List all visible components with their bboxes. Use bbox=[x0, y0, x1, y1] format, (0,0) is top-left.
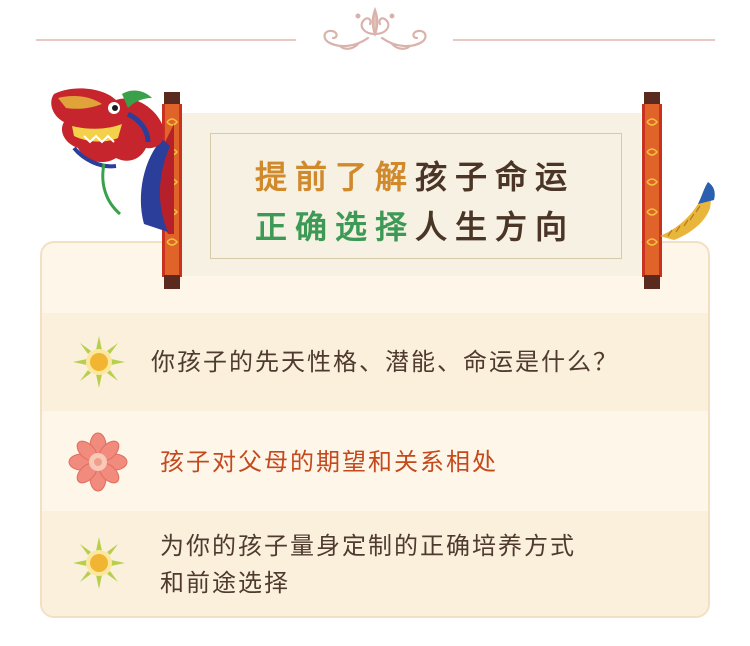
banner-line-1-rest: 孩子命运 bbox=[415, 158, 576, 196]
banner-line-1: 提前了解孩子命运 bbox=[250, 152, 580, 198]
sun-flower-icon bbox=[73, 336, 125, 388]
sun-flower-icon bbox=[73, 537, 125, 589]
banner-line-2-highlight: 正确选择 bbox=[254, 208, 415, 246]
flourish-ornament-icon bbox=[323, 6, 427, 50]
dragon-tail-icon bbox=[660, 182, 715, 240]
item-text-line1: 为你的孩子量身定制的正确培养方式 bbox=[160, 532, 576, 560]
banner-line-2-rest: 人生方向 bbox=[415, 208, 576, 246]
banner-line-2: 正确选择人生方向 bbox=[250, 202, 580, 248]
scroll-rod-right bbox=[642, 92, 662, 289]
item-text-line2: 和前途选择 bbox=[160, 569, 290, 597]
list-item-parents: 孩子对父母的期望和关系相处 bbox=[42, 413, 708, 509]
list-item-personality: 你孩子的先天性格、潜能、命运是什么？ bbox=[42, 313, 708, 411]
list-item-future: 为你的孩子量身定制的正确培养方式 和前途选择 bbox=[42, 511, 708, 616]
top-divider-left bbox=[36, 39, 296, 41]
item-text: 孩子对父母的期望和关系相处 bbox=[160, 448, 498, 476]
lotus-flower-icon bbox=[68, 432, 128, 492]
item-text: 你孩子的先天性格、潜能、命运是什么？ bbox=[151, 348, 619, 376]
banner-line-1-highlight: 提前了解 bbox=[254, 158, 415, 196]
top-divider-right bbox=[453, 39, 715, 41]
scroll-inner-frame bbox=[210, 133, 622, 259]
scroll-paper bbox=[179, 113, 641, 276]
dragon-head-icon bbox=[51, 88, 174, 234]
